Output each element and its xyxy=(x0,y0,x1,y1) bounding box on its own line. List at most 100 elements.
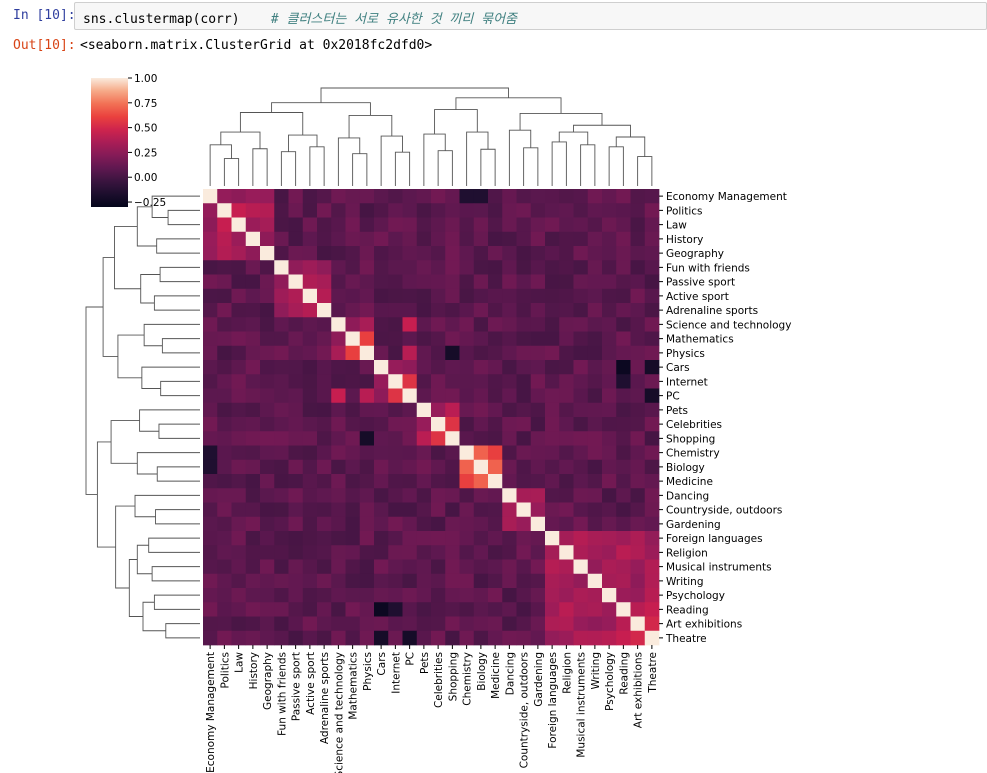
heatmap-cell xyxy=(445,360,460,375)
heatmap-cell xyxy=(616,445,631,461)
heatmap-cell xyxy=(445,573,460,589)
heatmap-cell xyxy=(573,189,589,204)
heatmap-cell xyxy=(445,516,460,532)
heatmap-cell xyxy=(374,217,389,233)
heatmap-cell xyxy=(331,417,346,432)
column-label: Physics xyxy=(362,652,374,691)
heatmap-cell xyxy=(630,317,646,332)
heatmap-cell xyxy=(288,431,304,446)
dendrogram-branch xyxy=(160,380,200,397)
heatmap-cell xyxy=(459,431,475,446)
heatmap-cell xyxy=(559,317,574,332)
heatmap-cell xyxy=(260,402,275,418)
code-cell-input[interactable]: sns.clustermap(corr) # 클러스터는 서로 유사한 것 끼리… xyxy=(74,2,987,30)
heatmap-cell xyxy=(374,374,389,389)
heatmap-cell xyxy=(431,345,446,361)
heatmap-cell xyxy=(530,488,546,503)
heatmap-cell xyxy=(530,616,546,632)
row-label: Art exhibitions xyxy=(666,619,742,631)
heatmap-cell xyxy=(630,630,646,646)
heatmap-cell xyxy=(416,274,432,290)
dendrogram-branch xyxy=(136,206,157,247)
heatmap-cell xyxy=(331,345,346,361)
heatmap-cell xyxy=(573,573,589,589)
heatmap-cell xyxy=(530,402,546,418)
heatmap-cell xyxy=(203,388,218,404)
heatmap-cell xyxy=(431,374,446,389)
heatmap-cell xyxy=(502,388,517,404)
dendrogram-branch xyxy=(151,566,200,582)
row-label: Geography xyxy=(666,248,724,260)
heatmap-cell xyxy=(274,388,289,404)
heatmap-cell xyxy=(359,431,375,446)
heatmap-cell xyxy=(203,274,218,290)
heatmap-cell xyxy=(630,331,646,347)
heatmap-cell xyxy=(217,189,232,204)
heatmap-cell xyxy=(587,331,603,347)
heatmap-cell xyxy=(445,474,460,489)
heatmap-cell xyxy=(630,531,646,546)
dendrogram-branch xyxy=(209,144,232,186)
heatmap-cell xyxy=(630,388,646,404)
heatmap-cell xyxy=(231,516,247,532)
heatmap-cell xyxy=(288,189,304,204)
heatmap-cell xyxy=(545,288,560,304)
heatmap-cell xyxy=(488,203,503,218)
heatmap-cell xyxy=(374,331,389,347)
heatmap-cell xyxy=(530,459,546,475)
heatmap-cell xyxy=(559,474,574,489)
dendrogram-branch xyxy=(309,146,325,186)
heatmap-cell xyxy=(231,189,247,204)
heatmap-cell xyxy=(260,345,275,361)
row-label: Writing xyxy=(666,576,704,588)
heatmap-cell xyxy=(545,217,560,233)
heatmap-cell xyxy=(217,345,232,361)
heatmap-cell xyxy=(502,417,517,432)
heatmap-cell xyxy=(445,388,460,404)
heatmap-cell xyxy=(388,488,403,503)
heatmap-cell xyxy=(630,360,646,375)
heatmap-cell xyxy=(545,246,560,261)
row-label: Theatre xyxy=(665,633,707,645)
heatmap-cell xyxy=(602,260,617,275)
heatmap-cell xyxy=(644,573,660,589)
heatmap-cell xyxy=(217,488,232,503)
heatmap-cell xyxy=(488,374,503,389)
heatmap-cell xyxy=(260,459,275,475)
heatmap-cell xyxy=(431,602,446,617)
heatmap-cell xyxy=(402,588,418,603)
heatmap-cell xyxy=(573,474,589,489)
heatmap-cell xyxy=(602,317,617,332)
heatmap-cell xyxy=(630,545,646,560)
heatmap-cell xyxy=(245,203,261,218)
heatmap-cell xyxy=(587,345,603,361)
heatmap-cell xyxy=(516,345,532,361)
colorbar-tick-label: 0.75 xyxy=(134,98,157,110)
heatmap-cell xyxy=(573,488,589,503)
heatmap-cell xyxy=(317,331,332,347)
dendrogram-branch xyxy=(139,409,200,432)
heatmap-cell xyxy=(331,616,346,632)
dendrogram-branch xyxy=(615,136,646,157)
heatmap-cell xyxy=(374,288,389,304)
heatmap-cell xyxy=(445,260,460,275)
heatmap-cell xyxy=(559,630,574,646)
dendrogram-branch xyxy=(141,366,200,389)
heatmap-cell xyxy=(459,602,475,617)
heatmap-cell xyxy=(488,545,503,560)
heatmap-cell xyxy=(217,559,232,575)
heatmap-cell xyxy=(388,616,403,632)
heatmap-cell xyxy=(445,445,460,461)
heatmap-cell xyxy=(260,203,275,218)
heatmap-cell xyxy=(302,502,318,518)
dendrogram-branch xyxy=(348,114,393,138)
heatmap-cell xyxy=(530,516,546,532)
heatmap-cell xyxy=(416,531,432,546)
heatmap-cell xyxy=(302,360,318,375)
heatmap-cell xyxy=(302,331,318,347)
heatmap-cell xyxy=(459,573,475,589)
heatmap-cell xyxy=(317,360,332,375)
heatmap-cell xyxy=(630,189,646,204)
heatmap-cell xyxy=(459,388,475,404)
heatmap-cell xyxy=(459,288,475,304)
